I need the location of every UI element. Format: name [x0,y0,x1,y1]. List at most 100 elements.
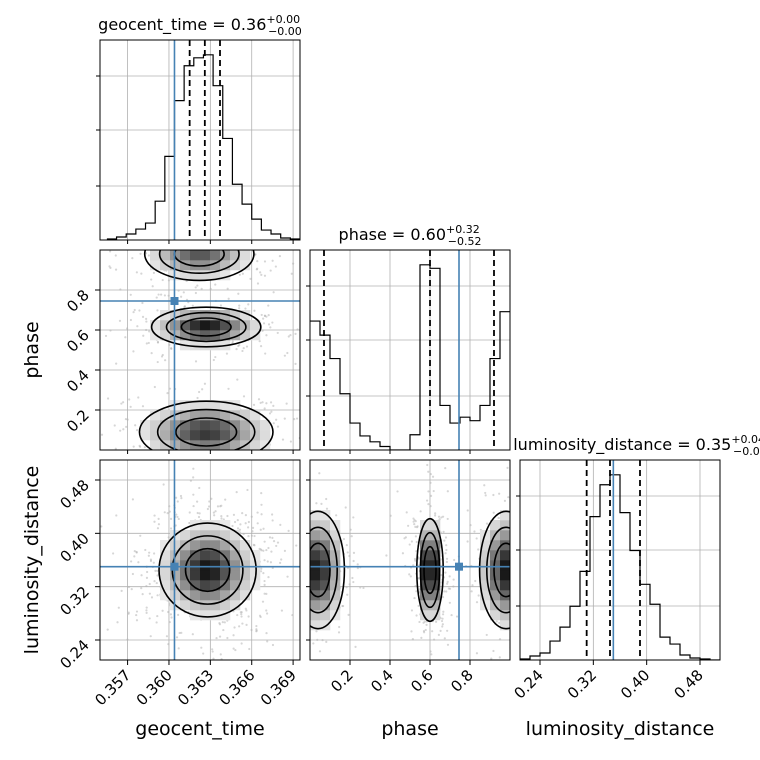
density-cell [160,250,171,261]
sample-point [127,611,130,614]
sample-point [245,345,249,348]
density-cell [230,530,241,541]
sample-point [359,586,362,589]
sample-point [140,574,143,577]
histogram-phase [310,264,510,450]
sample-point [260,313,263,317]
sample-point [262,322,266,325]
contour-line [158,522,257,618]
title-minus-error: −0.04 [733,445,760,458]
sample-point [304,563,306,565]
sample-point [269,269,272,272]
sample-point [161,609,164,612]
sample-point [497,516,500,520]
density-cell [160,420,171,431]
sample-point [262,223,264,225]
sample-point [168,620,171,624]
sample-point [305,534,307,536]
sample-point [448,575,451,578]
sample-point [114,245,116,247]
sample-point [156,569,159,572]
sample-point [168,343,171,347]
sample-point [265,592,268,595]
sample-point [170,616,173,619]
sample-point [178,224,180,226]
y-tick-label: 0.32 [56,583,92,619]
density-cell [180,250,191,261]
density-cell [190,430,201,441]
contour-line [423,545,437,595]
sample-point [265,224,267,226]
sample-point [269,466,271,468]
density-cell [320,540,331,551]
sample-point [106,397,110,400]
density-cell [210,270,221,281]
sample-point [260,503,263,506]
sample-point [187,451,189,453]
sample-point [511,638,513,640]
sample-point [162,233,164,235]
sample-point [527,609,529,611]
sample-point [192,493,195,496]
sample-point [119,288,122,291]
density-cell [180,330,191,341]
sample-point [238,304,241,307]
sample-point [262,317,265,320]
sample-point [516,601,518,603]
sample-point [385,554,388,557]
sample-point [279,246,281,248]
sample-point [194,291,197,295]
density-cell [180,260,191,271]
sample-point [149,559,153,563]
sample-point [268,536,272,539]
sample-point [242,243,244,245]
sample-point [123,468,125,470]
sample-point [335,514,338,517]
sample-point [312,642,315,645]
density-cell [310,540,321,551]
density-cell [310,510,321,521]
sample-point [247,303,250,306]
sample-point [272,422,275,425]
contour-line [165,311,247,343]
sample-point [215,245,217,247]
sample-point [201,244,203,246]
sample-point [441,617,444,620]
sample-point [471,584,474,587]
sample-point [163,511,166,514]
density-cell [250,440,261,450]
sample-point [352,559,355,563]
sample-point [113,464,115,466]
density-cell [190,420,201,431]
sample-point [316,638,319,641]
sample-point [294,635,296,637]
sample-point [431,630,434,633]
truth-marker [455,562,463,571]
density-cell [140,420,151,431]
density-cell [150,430,161,441]
sample-point [106,628,109,631]
density-cell [320,520,331,531]
sample-point [349,528,352,531]
density-cell [200,570,211,581]
sample-point [175,241,177,243]
sample-point [286,575,289,578]
sample-point [263,583,266,586]
sample-point [237,292,240,295]
sample-point [126,638,129,641]
sample-point [113,424,116,427]
sample-point [245,609,248,612]
sample-point [210,497,213,500]
sample-point [338,625,341,629]
sample-point [345,544,348,547]
sample-point [147,341,150,345]
panel-frame [99,39,301,241]
sample-point [413,557,417,561]
density-cell [230,420,241,431]
sample-point [477,548,480,551]
sample-point [195,210,197,212]
sample-point [303,633,305,635]
sample-point [224,498,227,501]
sample-point [520,585,522,587]
